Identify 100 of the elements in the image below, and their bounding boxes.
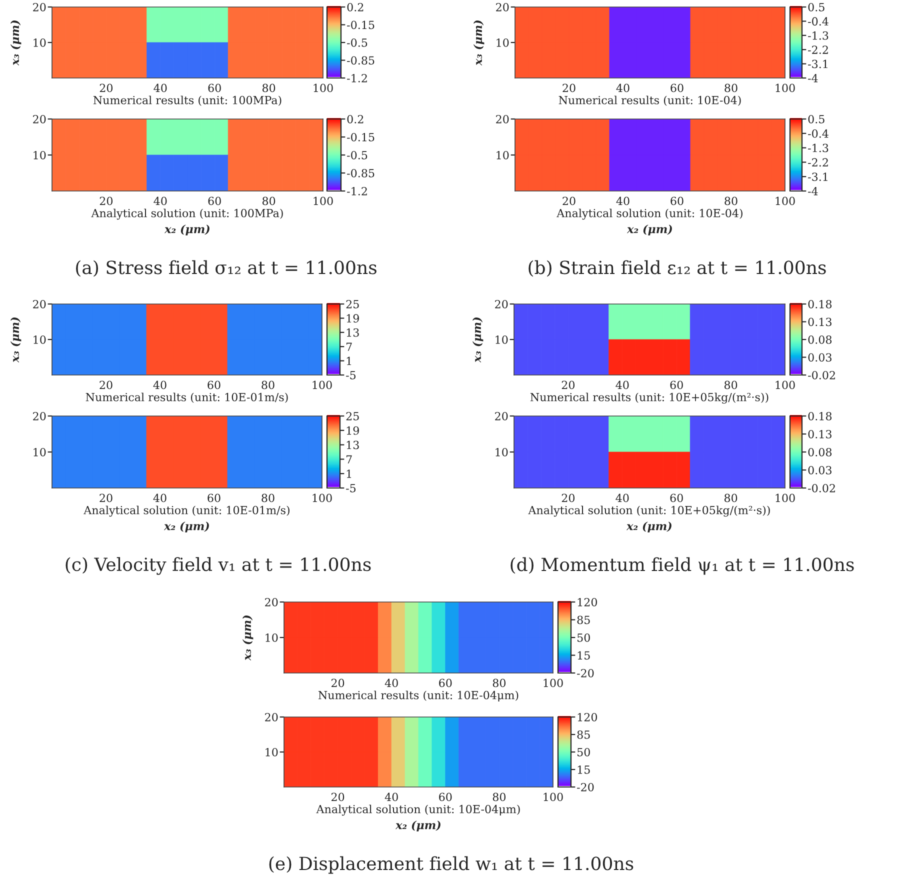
x-tick-label: 20 xyxy=(331,792,344,802)
y-tick-label: 20 xyxy=(265,598,278,606)
x-axis-title: Analytical solution (unit: 10E-04) xyxy=(556,208,742,220)
y-tick-label: 10 xyxy=(34,38,46,47)
text: (b) Strain field ε₁₂ at t = 11.00ns xyxy=(528,260,826,277)
x-tick-label: 20 xyxy=(100,494,112,502)
color-bar-label: -4 xyxy=(808,186,818,196)
x-axis-title: Numerical results (unit: 10E-04) xyxy=(558,96,741,106)
x-tick-label: 80 xyxy=(724,196,738,206)
x-axis-title: Analytical solution (unit: 100MPa) xyxy=(91,208,283,220)
color-bar-label: -1.2 xyxy=(347,186,367,196)
x-tick-label: 100 xyxy=(776,494,795,502)
color-bar-label: 120 xyxy=(578,598,598,606)
color-bar-label: -20 xyxy=(577,668,594,678)
x-tick-label: 100 xyxy=(776,380,795,390)
x-tick-label: 100 xyxy=(776,196,795,206)
text: (d) Momentum field ψ₁ at t = 11.00ns xyxy=(510,557,854,575)
color-bar-label: -2.2 xyxy=(808,46,828,54)
x-tick-label: 80 xyxy=(724,380,738,390)
color-bar-label: 0.5 xyxy=(808,114,824,124)
color-bar-label: -5 xyxy=(346,484,356,492)
x-tick-label: 80 xyxy=(492,678,506,688)
x-tick-label: 20 xyxy=(100,84,113,92)
color-bar-label: 50 xyxy=(578,633,590,642)
color-bar-label: -1.2 xyxy=(347,74,367,82)
y-tick-label: 10 xyxy=(496,448,508,456)
text: x₂ (μm) xyxy=(626,522,672,532)
y-tick-label: 10 xyxy=(34,448,46,456)
y-tick-label: 20 xyxy=(495,300,508,308)
color-bar-label: 0.2 xyxy=(347,2,364,12)
color-bar-label: -0.15 xyxy=(347,132,374,142)
text: (e) Displacement field w₁ at t = 11.00ns xyxy=(269,856,634,874)
y-tick-label: 20 xyxy=(265,712,278,722)
color-bar-label: 0.13 xyxy=(808,318,832,326)
x-tick-label: 60 xyxy=(670,380,683,390)
color-bar-label: 7 xyxy=(346,342,352,351)
x-axis-title: Analytical solution (unit: 10E-04μm) xyxy=(316,804,520,816)
y-tick-label: 10 xyxy=(496,150,509,160)
color-bar-label: 0.18 xyxy=(808,412,832,420)
color-bar-label: -0.02 xyxy=(808,484,835,492)
x-axis-title: Numerical results (unit: 10E-01m/s) xyxy=(86,392,288,403)
color-bar-label: 13 xyxy=(346,328,359,337)
color-bar-label: 0.13 xyxy=(808,430,832,438)
color-bar-label: 0.08 xyxy=(808,448,832,456)
color-bar-label: -1.3 xyxy=(808,144,828,152)
x-tick-label: 80 xyxy=(724,494,738,502)
color-bar-label: 85 xyxy=(577,730,590,739)
x-tick-label: 100 xyxy=(544,678,563,688)
y-tick-label: 20 xyxy=(496,2,509,12)
x-tick-label: 40 xyxy=(154,84,167,92)
y-tick-label: 20 xyxy=(495,412,508,420)
color-bar-label: 0.03 xyxy=(808,466,832,474)
x-tick-label: 60 xyxy=(670,84,684,92)
color-bar-label: 120 xyxy=(578,712,598,722)
x-tick-label: 40 xyxy=(616,84,630,92)
y-tick-label: 10 xyxy=(496,335,508,344)
x-tick-label: 40 xyxy=(154,196,167,206)
color-bar-label: 25 xyxy=(346,412,359,420)
y-axis-title: x₃ (μm) xyxy=(473,20,484,66)
color-bar-label: -2.2 xyxy=(808,158,828,167)
x-tick-label: 20 xyxy=(562,196,576,206)
x-tick-label: 20 xyxy=(100,196,113,206)
x-tick-label: 20 xyxy=(331,678,344,688)
color-bar-label: -4 xyxy=(808,74,818,82)
color-bar-label: -0.5 xyxy=(347,38,368,47)
color-bar-label: 0.2 xyxy=(347,114,364,124)
x-tick-label: 60 xyxy=(439,678,452,688)
x-tick-label: 40 xyxy=(384,792,398,802)
x-tick-label: 80 xyxy=(262,494,274,502)
x-tick-label: 60 xyxy=(670,494,683,502)
color-bar-label: 7 xyxy=(346,455,352,464)
color-bar-label: 85 xyxy=(577,616,590,624)
x-tick-label: 20 xyxy=(562,84,576,92)
color-bar-label: -0.15 xyxy=(347,20,374,30)
y-tick-label: 20 xyxy=(33,412,46,420)
color-bar-label: 0.03 xyxy=(808,353,832,362)
color-bar-label: 50 xyxy=(578,748,590,756)
x-tick-label: 20 xyxy=(562,494,575,502)
x-tick-label: 60 xyxy=(670,196,684,206)
color-bar-label: 15 xyxy=(578,651,590,660)
color-bar-label: 1 xyxy=(346,470,352,478)
text: (a) Stress field σ₁₂ at t = 11.00ns xyxy=(76,260,376,277)
color-bar-label: 1 xyxy=(346,356,352,366)
text: x₂ (μm) xyxy=(164,224,210,236)
color-bar-label: 0.08 xyxy=(808,335,832,344)
color-bar-label: 15 xyxy=(578,765,590,774)
x-tick-label: 40 xyxy=(616,380,629,390)
color-bar-label: -3.1 xyxy=(808,60,828,68)
x-tick-label: 20 xyxy=(100,380,112,390)
x-tick-label: 40 xyxy=(153,380,166,390)
x-tick-label: 40 xyxy=(153,494,166,502)
y-axis-title: x₃ (μm) xyxy=(242,616,254,661)
color-bar-label: -1.3 xyxy=(808,31,828,40)
color-bar-label: -0.85 xyxy=(347,168,374,178)
x-tick-label: 100 xyxy=(544,792,563,802)
x-tick-label: 100 xyxy=(312,380,332,390)
y-tick-label: 10 xyxy=(496,38,509,47)
y-tick-label: 20 xyxy=(496,114,509,124)
x-axis-title: Numerical results (unit: 10E+05kg/(m²·s)) xyxy=(530,392,768,404)
x-tick-label: 40 xyxy=(616,494,629,502)
